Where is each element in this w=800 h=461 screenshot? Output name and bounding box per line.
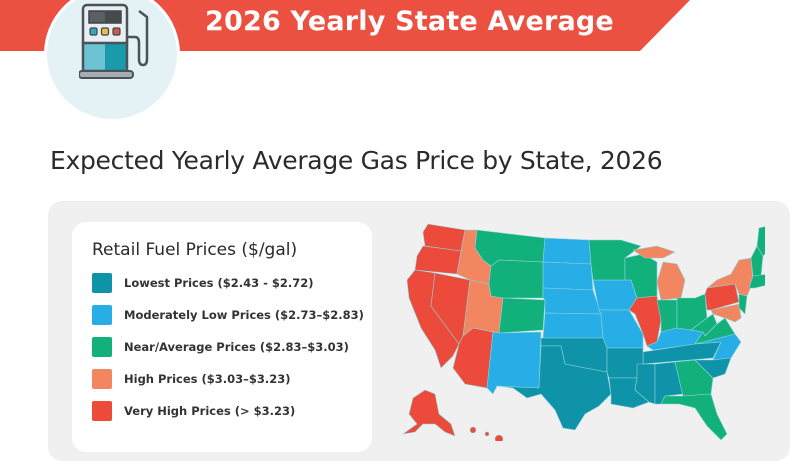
gas-pump-badge <box>44 0 180 122</box>
chart-title: Expected Yearly Average Gas Price by Sta… <box>50 146 663 175</box>
state-TX <box>496 345 612 431</box>
state-ND <box>542 237 592 265</box>
state-ME <box>756 226 765 257</box>
legend-swatch <box>92 305 112 325</box>
legend-item-very-high: Very High Prices (> $3.23) <box>92 400 295 422</box>
state-VA <box>694 317 736 345</box>
state-SC <box>694 357 732 379</box>
legend-item-moderately-low: Moderately Low Prices ($2.73–$2.83) <box>92 304 364 326</box>
legend-swatch <box>92 337 112 357</box>
state-FL <box>660 393 728 441</box>
state-OR <box>414 245 462 275</box>
legend-swatch <box>92 273 112 293</box>
state-NY <box>706 257 754 297</box>
state-KS <box>542 312 604 339</box>
state-MI-upper <box>632 245 676 259</box>
legend-swatch <box>92 369 112 389</box>
legend-label: Near/Average Prices ($2.83–$3.03) <box>124 340 349 354</box>
state-MA-CT-RI <box>748 274 765 289</box>
state-VT-NH <box>750 245 764 277</box>
legend-label: Moderately Low Prices ($2.73–$2.83) <box>124 308 364 322</box>
state-NE <box>542 287 602 315</box>
state-MI-lower <box>656 261 686 301</box>
legend-title: Retail Fuel Prices ($/gal) <box>92 240 298 260</box>
legend-item-lowest: Lowest Prices ($2.43 - $2.72) <box>92 272 314 294</box>
state-GA <box>674 359 714 397</box>
legend-item-high: High Prices ($3.03–$3.23) <box>92 368 291 390</box>
legend-swatch <box>92 401 112 421</box>
state-CO <box>498 297 546 334</box>
state-WY <box>488 259 544 299</box>
banner-title: 2026 Yearly State Average <box>205 6 614 37</box>
us-choropleth-map <box>402 223 765 441</box>
legend-label: Lowest Prices ($2.43 - $2.72) <box>124 276 314 290</box>
state-HI <box>469 426 477 434</box>
legend-label: High Prices ($3.03–$3.23) <box>124 372 291 386</box>
legend-card: Retail Fuel Prices ($/gal) Lowest Prices… <box>72 222 372 452</box>
legend-label: Very High Prices (> $3.23) <box>124 404 296 418</box>
state-IN <box>656 299 678 333</box>
state-AK <box>402 389 456 437</box>
state-SD <box>542 261 594 291</box>
state-IA <box>592 279 638 311</box>
state-NM <box>486 331 542 395</box>
legend-item-near-average: Near/Average Prices ($2.83–$3.03) <box>92 336 349 358</box>
gas-pump-icon <box>79 3 149 79</box>
